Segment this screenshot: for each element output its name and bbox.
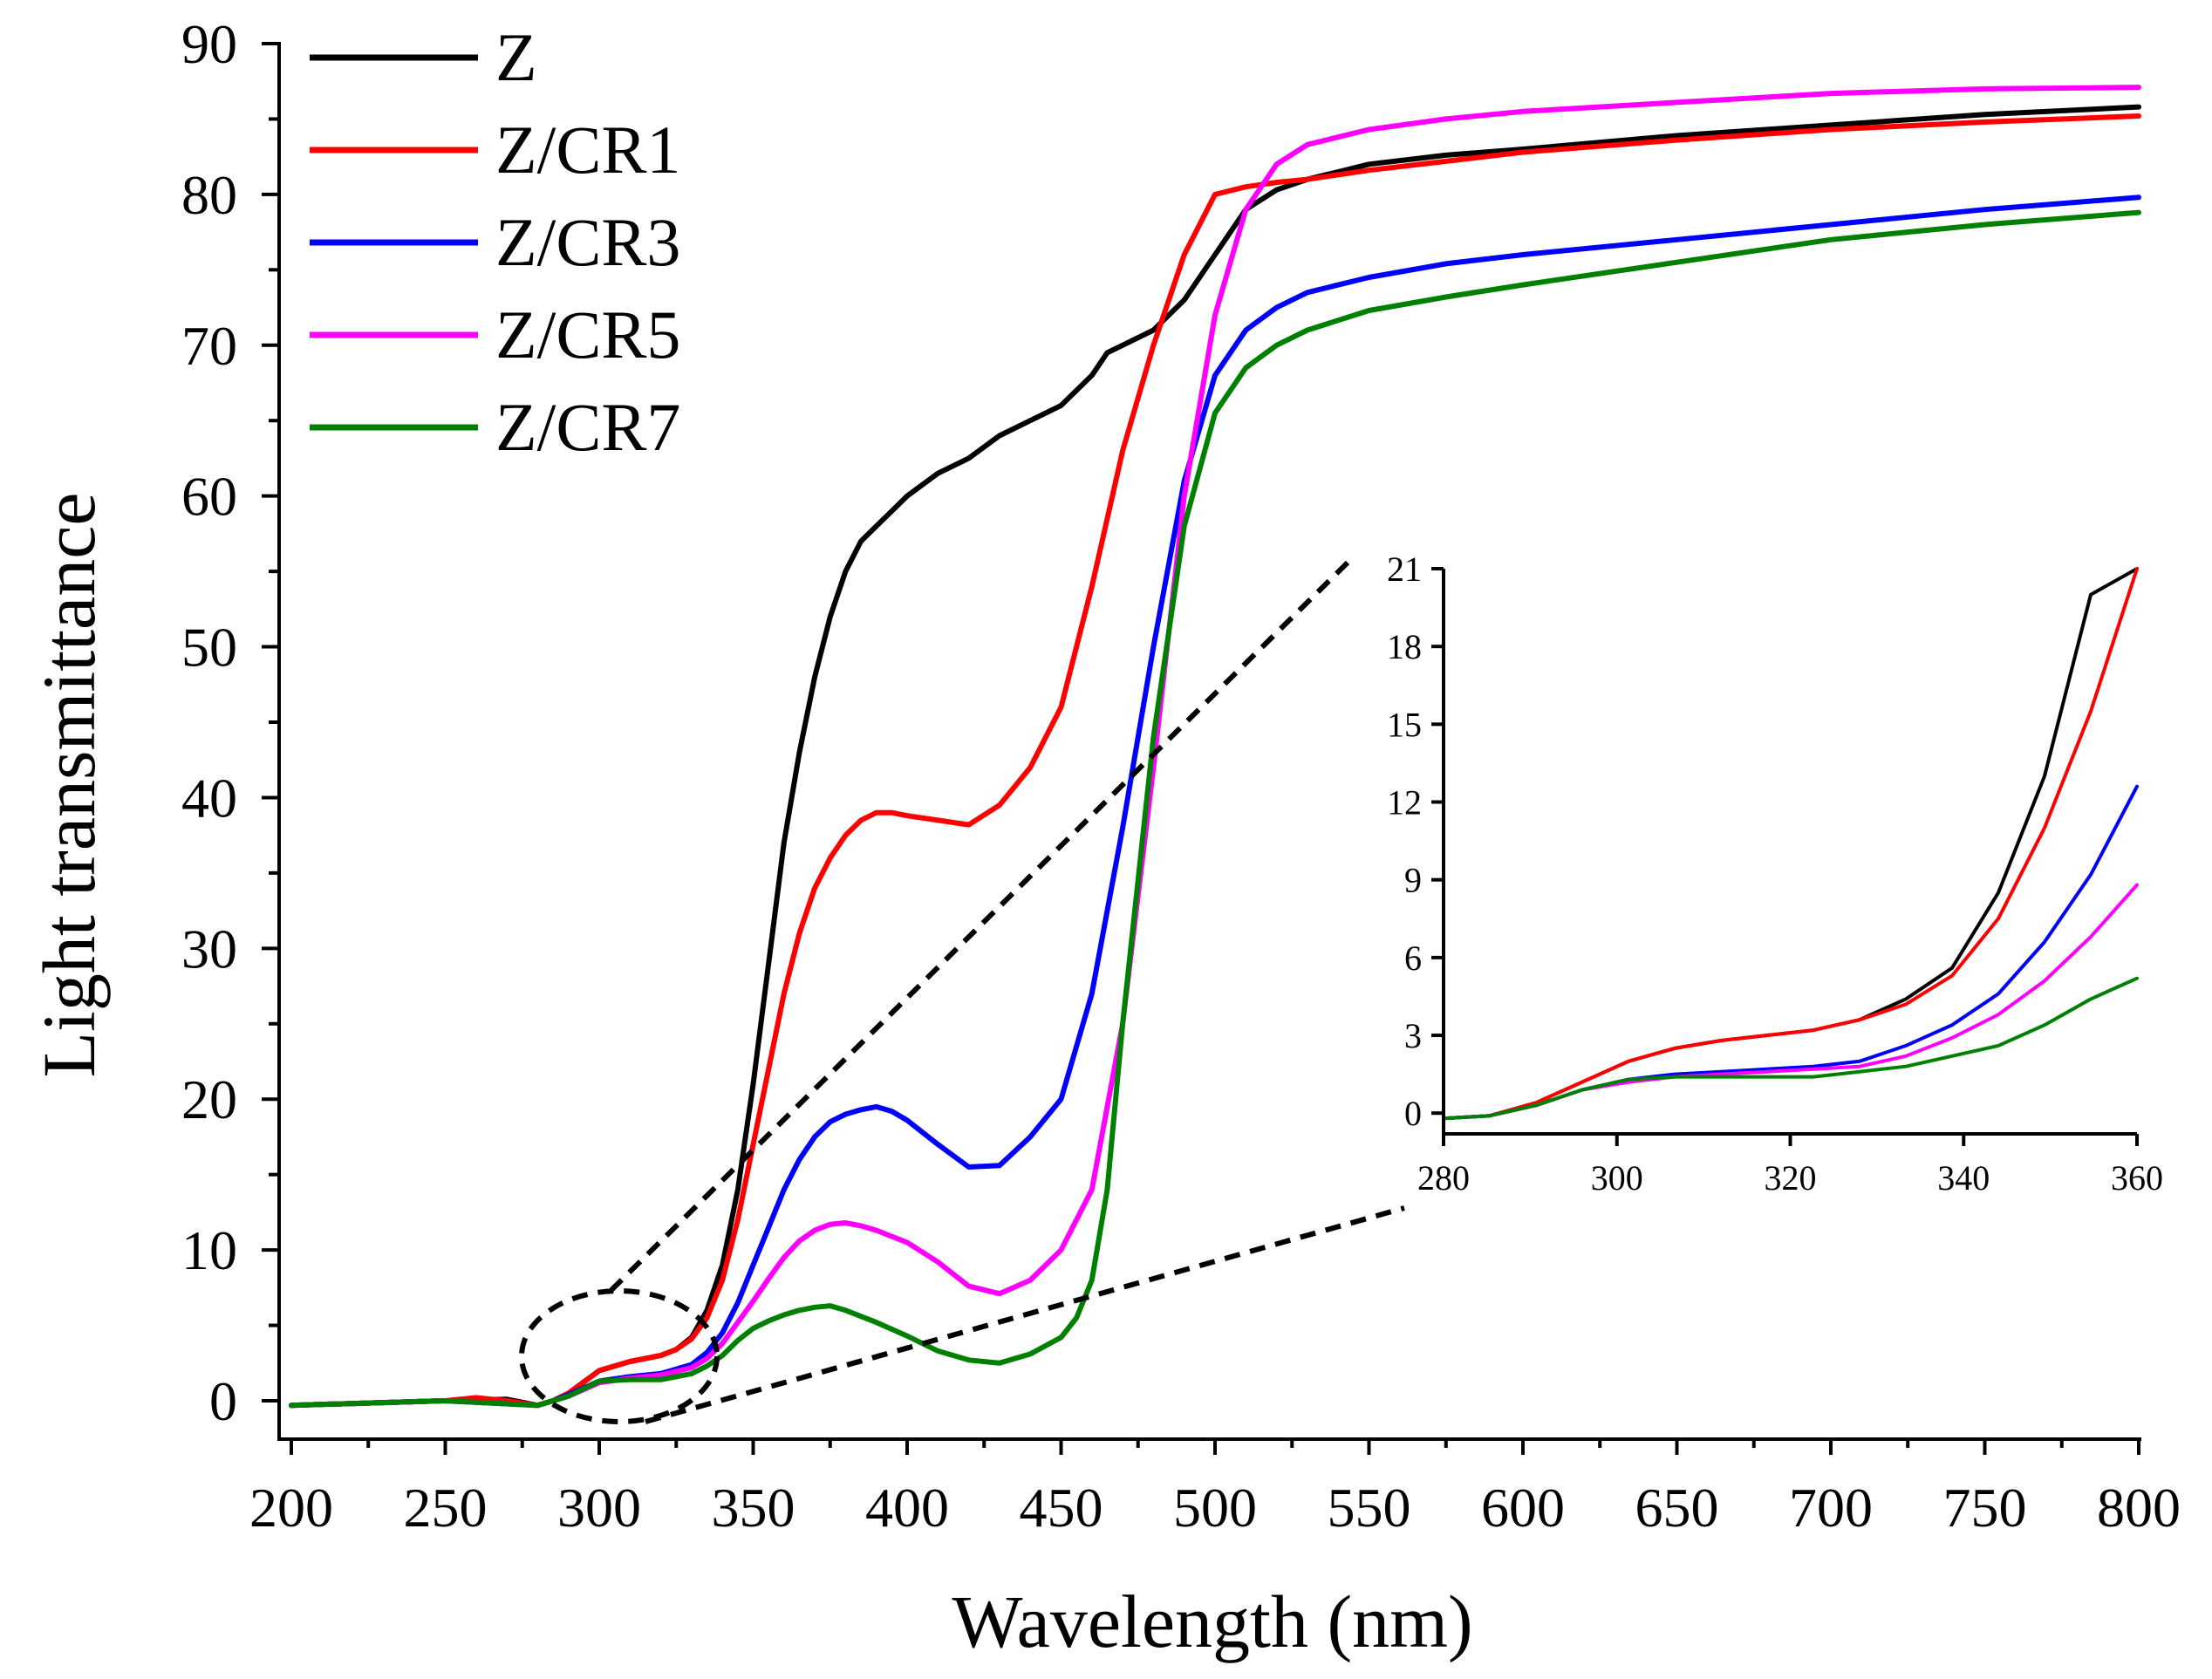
x-tick-labels: 200 250 300 350 400 450 500 550 600 650 700 750 800	[249, 1439, 2181, 1539]
inset-x-tick-label: 340	[1937, 1158, 1990, 1198]
x-tick-label: 700	[1789, 1477, 1873, 1539]
y-tick-label: 30	[181, 918, 237, 979]
x-tick-label: 450	[1020, 1477, 1103, 1539]
main-plot: 200 250 300 350 400 450 500 550 600 650 700 750 800 …	[27, 13, 2181, 1663]
legend-label-z-cr5: Z/CR5	[495, 297, 680, 372]
inset-plot: 280 300 320 340 360 0 3 6 9 12 15 18 21	[1387, 549, 2163, 1198]
x-tick-label: 600	[1481, 1477, 1565, 1539]
inset-series-line-z-cr7	[1442, 976, 2139, 1121]
zoom-callout	[519, 560, 1405, 1424]
x-tick-label: 250	[404, 1477, 488, 1539]
series-line-z-cr5	[289, 85, 2141, 1409]
y-tick-label: 70	[181, 315, 237, 377]
zoom-guide-line-lower	[645, 1205, 1405, 1424]
y-tick-label: 20	[181, 1068, 237, 1130]
inset-y-tick-label: 12	[1387, 783, 1422, 822]
inset-x-tick-label: 300	[1591, 1158, 1643, 1198]
inset-y-tick-label: 9	[1404, 861, 1422, 900]
inset-y-tick-label: 18	[1387, 627, 1422, 666]
inset-y-tick-label: 3	[1404, 1016, 1422, 1055]
x-tick-label: 350	[712, 1477, 795, 1539]
legend-label-z: Z	[495, 19, 537, 95]
x-tick-label: 750	[1943, 1477, 2027, 1539]
inset-y-tick-label: 0	[1404, 1094, 1422, 1133]
legend: Z Z/CR1 Z/CR3 Z/CR5 Z/CR7	[310, 19, 680, 465]
series-line-z-cr1	[289, 113, 2141, 1409]
x-tick-label: 200	[249, 1477, 333, 1539]
inset-x-tick-label: 360	[2111, 1158, 2163, 1198]
zoom-guide-line-upper	[608, 560, 1350, 1293]
y-tick-label: 50	[181, 617, 237, 679]
y-tick-label: 90	[181, 13, 237, 75]
y-tick-label: 80	[181, 164, 237, 226]
inset-x-tick-labels: 280 300 320 340 360	[1417, 1134, 2163, 1198]
y-tick-label: 0	[209, 1370, 237, 1432]
y-tick-label: 60	[181, 466, 237, 528]
x-tick-label: 500	[1173, 1477, 1257, 1539]
x-tick-label: 550	[1328, 1477, 1411, 1539]
inset-background	[1444, 567, 2137, 1125]
x-tick-label: 650	[1635, 1477, 1719, 1539]
y-tick-label: 10	[181, 1219, 237, 1281]
inset-x-tick-label: 320	[1765, 1158, 1817, 1198]
main-series-group	[289, 85, 2141, 1409]
zoom-region-ellipse	[519, 1288, 720, 1424]
legend-label-z-cr7: Z/CR7	[495, 389, 680, 465]
y-axis-label: Light transmittance	[27, 492, 111, 1077]
inset-y-tick-labels: 0 3 6 9 12 15 18 21	[1387, 549, 1444, 1133]
inset-y-tick-label: 6	[1404, 938, 1422, 978]
legend-label-z-cr3: Z/CR3	[495, 204, 680, 280]
inset-series-group	[1442, 567, 2139, 1121]
legend-label-z-cr1: Z/CR1	[495, 112, 680, 188]
y-tick-labels: 0 10 20 30 40 50 60 70 80 90	[181, 13, 279, 1432]
inset-series-line-z-cr1	[1442, 567, 2139, 1121]
x-tick-label: 800	[2097, 1477, 2181, 1539]
x-axis-label: Wavelength (nm)	[952, 1580, 1472, 1663]
series-line-z-cr7	[289, 209, 2141, 1409]
y-tick-label: 40	[181, 767, 237, 829]
x-tick-label: 300	[557, 1477, 641, 1539]
inset-y-tick-label: 15	[1387, 705, 1422, 744]
inset-y-tick-label: 21	[1387, 549, 1422, 589]
x-tick-label: 400	[865, 1477, 949, 1539]
inset-x-tick-label: 280	[1417, 1158, 1470, 1198]
